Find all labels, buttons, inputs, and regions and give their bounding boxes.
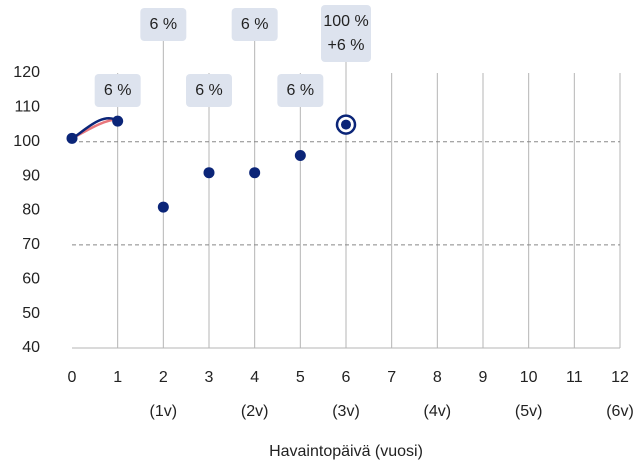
- annotation-text: 6 %: [195, 82, 223, 99]
- annotation-text: +6 %: [328, 37, 365, 54]
- annotation-box: [277, 74, 324, 107]
- y-tick-label: 120: [13, 64, 40, 81]
- y-tick-label: 40: [22, 339, 40, 356]
- x-tick-label: 2: [159, 369, 168, 386]
- x-tick-label: 3: [205, 369, 214, 386]
- x-tick-label: 0: [68, 369, 77, 386]
- highlight-dot: [341, 119, 351, 130]
- year-label: (6v): [606, 403, 634, 420]
- x-tick-label: 12: [611, 369, 629, 386]
- annotation-text: 6 %: [287, 82, 315, 99]
- x-tick-label: 1: [113, 369, 122, 386]
- y-tick-label: 90: [22, 167, 40, 184]
- year-label: (1v): [150, 403, 178, 420]
- year-label: (5v): [515, 403, 543, 420]
- annotation-box: [231, 8, 278, 41]
- marker: [203, 167, 215, 179]
- annotation-text: 6 %: [241, 16, 269, 33]
- x-tick-label: 4: [250, 369, 259, 386]
- x-tick-label: 7: [387, 369, 396, 386]
- marker: [157, 201, 169, 213]
- annotation-box: [321, 5, 371, 62]
- year-label: (2v): [241, 403, 269, 420]
- y-tick-label: 100: [13, 133, 40, 150]
- annotation-text: 6 %: [104, 82, 132, 99]
- x-tick-label: 9: [479, 369, 488, 386]
- x-tick-label: 8: [433, 369, 442, 386]
- y-tick-label: 110: [14, 99, 40, 116]
- x-axis-title: Havaintopäivä (vuosi): [269, 443, 423, 460]
- annotation-box: [186, 74, 232, 107]
- annotation-box: [140, 8, 187, 41]
- y-tick-label: 80: [22, 202, 40, 219]
- y-tick-label: 50: [22, 305, 40, 322]
- x-tick-label: 5: [296, 369, 305, 386]
- x-tick-label: 10: [520, 369, 538, 386]
- y-tick-label: 60: [22, 270, 40, 287]
- annotation-text: 100 %: [323, 13, 368, 30]
- marker: [66, 132, 78, 144]
- x-tick-label: 11: [566, 369, 583, 386]
- marker: [294, 150, 306, 161]
- year-label: (4v): [424, 403, 452, 420]
- y-tick-label: 70: [22, 236, 40, 253]
- x-tick-label: 6: [342, 369, 351, 386]
- annotation-text: 6 %: [150, 16, 178, 33]
- annotation-box: [94, 74, 141, 107]
- marker: [249, 167, 261, 179]
- year-label: (3v): [332, 403, 360, 420]
- marker: [112, 115, 124, 127]
